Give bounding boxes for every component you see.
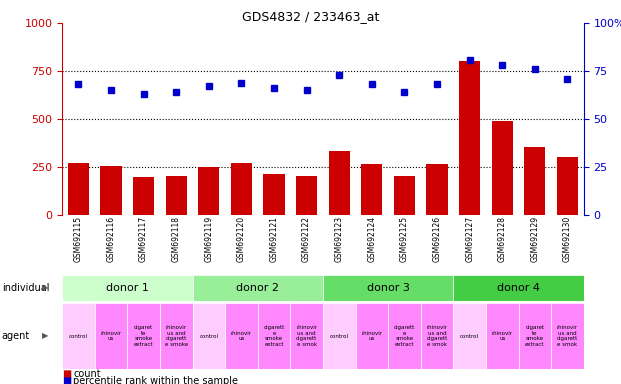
Text: GSM692116: GSM692116 bbox=[107, 216, 116, 262]
Bar bbox=[127, 303, 160, 369]
Text: GSM692118: GSM692118 bbox=[172, 216, 181, 262]
Text: GSM692129: GSM692129 bbox=[530, 216, 539, 262]
Bar bbox=[323, 275, 453, 301]
Bar bbox=[453, 303, 486, 369]
Text: agent: agent bbox=[2, 331, 30, 341]
Text: rhinovir
us: rhinovir us bbox=[231, 331, 252, 341]
Text: GSM692122: GSM692122 bbox=[302, 216, 311, 262]
Text: GDS4832 / 233463_at: GDS4832 / 233463_at bbox=[242, 10, 379, 23]
Bar bbox=[421, 303, 453, 369]
Bar bbox=[329, 151, 350, 215]
Text: ■: ■ bbox=[62, 369, 71, 379]
Bar bbox=[231, 163, 252, 215]
Bar bbox=[486, 303, 519, 369]
Text: donor 2: donor 2 bbox=[236, 283, 279, 293]
Bar bbox=[459, 61, 480, 215]
Bar bbox=[263, 174, 284, 215]
Text: rhinovir
us and
cigarett
e smok: rhinovir us and cigarett e smok bbox=[557, 325, 578, 347]
Bar bbox=[394, 176, 415, 215]
Text: GSM692128: GSM692128 bbox=[498, 216, 507, 262]
Text: GSM692123: GSM692123 bbox=[335, 216, 343, 262]
Text: GSM692121: GSM692121 bbox=[270, 216, 278, 262]
Bar bbox=[296, 176, 317, 215]
Text: cigaret
te
smoke
extract: cigaret te smoke extract bbox=[525, 325, 545, 347]
Bar bbox=[68, 163, 89, 215]
Bar bbox=[258, 303, 291, 369]
Text: control: control bbox=[69, 333, 88, 339]
Text: rhinovir
us: rhinovir us bbox=[101, 331, 122, 341]
Text: control: control bbox=[460, 333, 479, 339]
Text: GSM692119: GSM692119 bbox=[204, 216, 213, 262]
Bar bbox=[519, 303, 551, 369]
Text: donor 1: donor 1 bbox=[106, 283, 149, 293]
Bar bbox=[524, 147, 545, 215]
Text: cigarett
e
smoke
extract: cigarett e smoke extract bbox=[263, 325, 284, 347]
Bar bbox=[193, 275, 323, 301]
Bar bbox=[101, 166, 122, 215]
Text: cigaret
te
smoke
extract: cigaret te smoke extract bbox=[134, 325, 153, 347]
Bar bbox=[94, 303, 127, 369]
Text: cigarett
e
smoke
extract: cigarett e smoke extract bbox=[394, 325, 415, 347]
Text: GSM692115: GSM692115 bbox=[74, 216, 83, 262]
Text: GSM692127: GSM692127 bbox=[465, 216, 474, 262]
Text: GSM692117: GSM692117 bbox=[139, 216, 148, 262]
Bar bbox=[453, 275, 584, 301]
Text: individual: individual bbox=[2, 283, 49, 293]
Bar bbox=[323, 303, 355, 369]
Text: rhinovir
us and
cigarett
e smok: rhinovir us and cigarett e smok bbox=[296, 325, 317, 347]
Text: GSM692120: GSM692120 bbox=[237, 216, 246, 262]
Bar bbox=[388, 303, 421, 369]
Bar bbox=[427, 164, 448, 215]
Bar bbox=[557, 157, 578, 215]
Text: count: count bbox=[73, 369, 101, 379]
Text: ▶: ▶ bbox=[42, 283, 48, 293]
Text: GSM692125: GSM692125 bbox=[400, 216, 409, 262]
Text: rhinovir
us: rhinovir us bbox=[492, 331, 513, 341]
Bar bbox=[160, 303, 193, 369]
Bar bbox=[290, 303, 323, 369]
Bar bbox=[62, 275, 193, 301]
Text: GSM692130: GSM692130 bbox=[563, 216, 572, 263]
Bar bbox=[355, 303, 388, 369]
Bar bbox=[492, 121, 513, 215]
Text: ■: ■ bbox=[62, 376, 71, 384]
Bar bbox=[361, 164, 383, 215]
Bar bbox=[225, 303, 258, 369]
Bar bbox=[198, 167, 219, 215]
Text: control: control bbox=[330, 333, 349, 339]
Bar bbox=[551, 303, 584, 369]
Bar bbox=[133, 177, 154, 215]
Bar bbox=[62, 303, 95, 369]
Text: donor 4: donor 4 bbox=[497, 283, 540, 293]
Bar bbox=[193, 303, 225, 369]
Text: rhinovir
us and
cigarett
e smok: rhinovir us and cigarett e smok bbox=[427, 325, 448, 347]
Text: GSM692126: GSM692126 bbox=[433, 216, 442, 262]
Text: GSM692124: GSM692124 bbox=[368, 216, 376, 262]
Text: rhinovir
us and
cigarett
e smoke: rhinovir us and cigarett e smoke bbox=[165, 325, 188, 347]
Text: rhinovir
us: rhinovir us bbox=[361, 331, 383, 341]
Text: ▶: ▶ bbox=[42, 331, 48, 341]
Text: control: control bbox=[199, 333, 219, 339]
Text: donor 3: donor 3 bbox=[366, 283, 410, 293]
Bar bbox=[166, 176, 187, 215]
Text: percentile rank within the sample: percentile rank within the sample bbox=[73, 376, 238, 384]
